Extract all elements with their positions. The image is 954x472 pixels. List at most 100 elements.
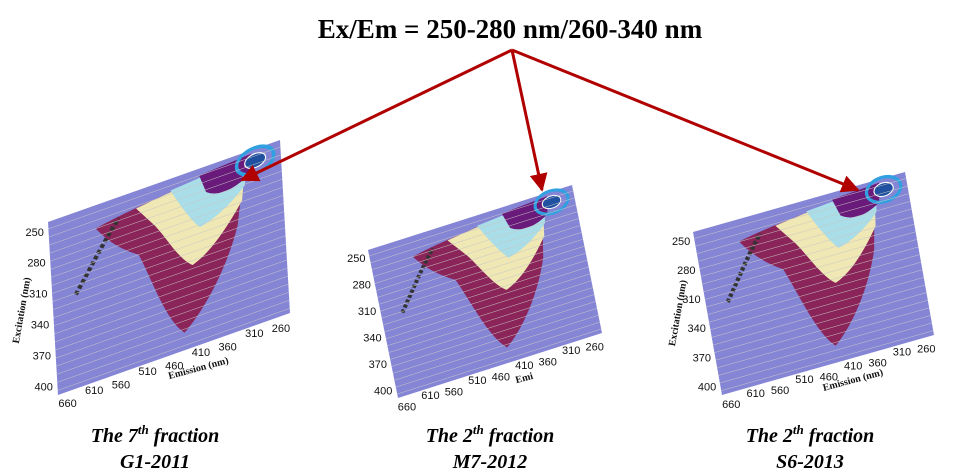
arrows <box>240 48 860 193</box>
contour-plot <box>368 184 602 399</box>
grid-line <box>379 239 583 304</box>
contour-plot <box>693 171 934 396</box>
grid-line <box>50 179 282 261</box>
caption: The 2th fraction <box>746 422 875 447</box>
x-tick-label: 310 <box>562 345 580 357</box>
arrow <box>510 49 548 192</box>
sample-label: G1-2011 <box>120 451 190 472</box>
y-tick-label: 280 <box>677 265 695 277</box>
grid-line <box>697 194 909 254</box>
x-tick-label: 610 <box>746 388 764 400</box>
grid-line <box>385 267 589 332</box>
grid-line <box>380 246 584 311</box>
panels: 250 280 310 340 370 400 660 610 560 510 460 410 360 3… <box>11 140 935 472</box>
y-axis-label: Excitation (nm) <box>667 279 689 347</box>
caption-text: The 2 <box>746 425 793 447</box>
grid-line <box>376 225 580 290</box>
x-axis-label: Emission (nm) <box>167 355 230 382</box>
y-tick-label: 400 <box>698 381 716 393</box>
grid-line <box>709 262 921 322</box>
grid-line <box>394 315 598 380</box>
grid-line <box>704 232 916 292</box>
grid-line <box>55 260 287 342</box>
grid-line <box>387 281 591 346</box>
contour-peak <box>533 188 570 216</box>
y-tick-label: 310 <box>358 306 376 318</box>
grid-line <box>54 244 286 326</box>
grid-line <box>54 252 286 334</box>
caption: The 2th fraction <box>426 422 555 447</box>
grid-line <box>698 201 910 261</box>
grid-line <box>372 205 576 270</box>
sample-label: S6-2013 <box>776 451 844 472</box>
grid-line <box>708 255 920 315</box>
grid-line <box>53 220 285 302</box>
x-tick-label: 410 <box>844 360 862 372</box>
y-tick-label: 310 <box>29 289 47 301</box>
x-tick-label: 510 <box>138 366 156 378</box>
grid-line <box>58 308 290 390</box>
grid-line <box>694 179 906 239</box>
grid-line <box>721 331 933 391</box>
caption-text: fraction <box>149 425 220 447</box>
grid-line <box>52 203 284 285</box>
x-tick-label: 460 <box>820 371 838 383</box>
contour-black <box>400 247 435 314</box>
x-tick-label: 610 <box>421 390 439 402</box>
y-tick-label: 310 <box>682 294 700 306</box>
caption-text: The 2 <box>426 425 473 447</box>
y-tick-label: 250 <box>347 253 365 265</box>
y-tick-label: 370 <box>693 352 711 364</box>
y-tick-label: 370 <box>369 359 387 371</box>
x-tick-label: 260 <box>272 323 290 335</box>
grid-line <box>48 147 280 229</box>
x-tick-label: 410 <box>192 347 210 359</box>
x-tick-label: 460 <box>492 371 510 383</box>
sample-label: M7-2012 <box>452 451 527 472</box>
grid-line <box>713 285 925 345</box>
caption: The 7th fraction <box>91 422 220 447</box>
grid-line <box>386 274 590 339</box>
grid-line <box>393 308 597 373</box>
contour-peak <box>541 194 562 210</box>
grid-line <box>706 247 918 307</box>
grid-line <box>717 308 929 368</box>
x-tick-label: 360 <box>868 357 886 369</box>
grid-line <box>382 253 586 318</box>
grid-line <box>397 329 601 394</box>
x-tick-label: 560 <box>771 385 789 397</box>
grid-line <box>702 224 914 284</box>
y-tick-label: 400 <box>374 385 392 397</box>
grid-line <box>54 236 286 318</box>
x-axis-label: Emi <box>514 371 534 386</box>
grid-line <box>55 268 287 350</box>
y-tick-label: 340 <box>687 323 705 335</box>
grid-line <box>701 217 913 277</box>
y-tick-label: 340 <box>363 332 381 344</box>
grid-line <box>710 270 922 330</box>
x-tick-label: 310 <box>245 328 263 340</box>
grid-line <box>375 219 579 284</box>
grid-line <box>57 292 289 374</box>
caption-text: fraction <box>484 425 555 447</box>
x-tick-label: 310 <box>893 347 911 359</box>
x-tick-label: 460 <box>165 361 183 373</box>
contour-peak <box>864 174 903 205</box>
x-tick-label: 260 <box>917 344 935 356</box>
x-tick-label: 610 <box>85 385 103 397</box>
y-tick-label: 340 <box>31 320 49 332</box>
grid-line <box>51 195 283 277</box>
grid-line <box>369 191 573 256</box>
arrow <box>511 48 860 193</box>
grid-line <box>52 212 284 294</box>
grid-line <box>720 323 932 383</box>
arrow <box>240 48 513 182</box>
grid-line <box>714 293 926 353</box>
grid-line <box>396 322 600 387</box>
contour-peak <box>873 181 894 198</box>
x-tick-label: 660 <box>398 401 416 413</box>
grid-line <box>53 228 285 310</box>
caption-sup: th <box>793 422 804 437</box>
contour-black <box>725 232 762 303</box>
